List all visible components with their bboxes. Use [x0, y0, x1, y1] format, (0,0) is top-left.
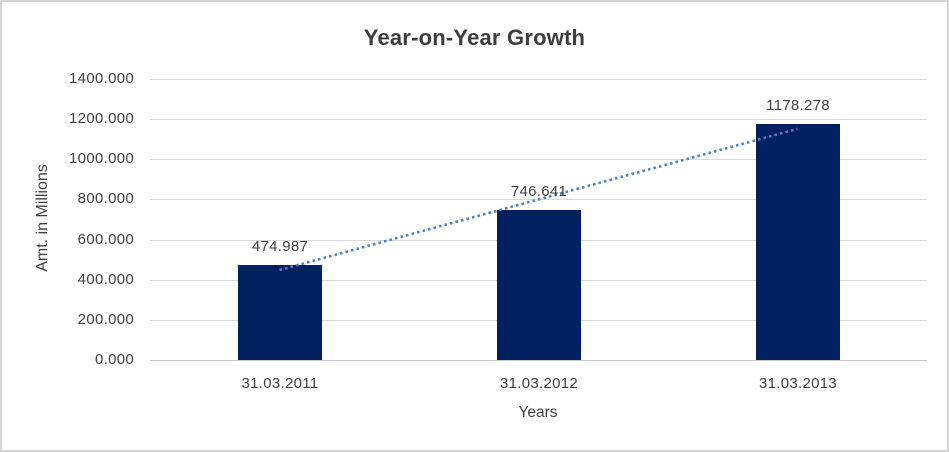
data-label: 474.987 — [251, 238, 309, 255]
y-tick-label: 800.000 — [77, 190, 134, 207]
y-tick-label: 1400.000 — [69, 70, 134, 87]
x-tick-label: 31.03.2013 — [758, 375, 838, 392]
gridline — [150, 119, 927, 120]
y-tick-label: 200.000 — [77, 311, 134, 328]
chart-title: Year-on-Year Growth — [363, 25, 586, 50]
bar-31.03.2011 — [238, 264, 322, 360]
data-label: 746.641 — [510, 183, 568, 200]
y-tick-label: 1000.000 — [69, 150, 134, 167]
data-label: 1178.278 — [766, 97, 830, 114]
bar-31.03.2012 — [497, 210, 581, 360]
y-axis-title: Amt. in Millions — [34, 164, 51, 272]
gridline — [150, 79, 927, 80]
x-axis-title: Years — [518, 404, 558, 421]
y-tick-label: 400.000 — [77, 271, 134, 288]
x-axis-line — [150, 360, 927, 361]
y-tick-label: 1200.000 — [69, 110, 134, 127]
y-tick-label: 600.000 — [77, 231, 134, 248]
y-tick-label: 0.000 — [94, 351, 134, 368]
bar-31.03.2013 — [756, 123, 840, 360]
x-tick-label: 31.03.2011 — [241, 375, 319, 392]
x-tick-label: 31.03.2012 — [499, 375, 579, 392]
